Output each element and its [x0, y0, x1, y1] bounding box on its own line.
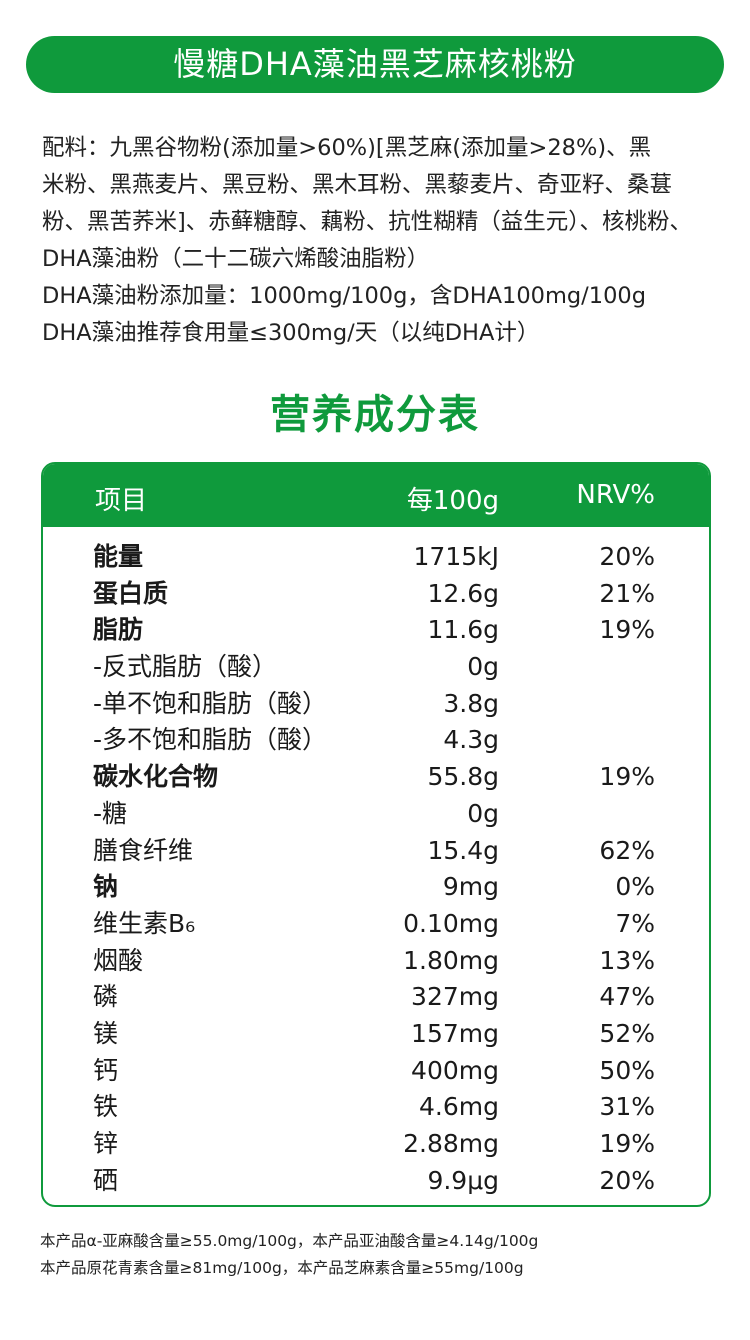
nutrient-nrv: 21%	[599, 578, 655, 608]
nutrient-value: 55.8g	[427, 762, 499, 792]
table-row: 镁 157mg 52%	[43, 1016, 709, 1053]
table-row: -反式脂肪（酸） 0g	[43, 649, 709, 686]
nutrition-table: 项目 每100g NRV% 能量 1715kJ 20% 蛋白质 12.6g 21% 脂肪 11…	[41, 462, 711, 1207]
table-row: 烟酸 1.80mg 13%	[43, 943, 709, 980]
footnote-line: 本产品α-亚麻酸含量≥55.0mg/100g，本产品亚油酸含量≥4.14g/10…	[40, 1232, 539, 1250]
nutrient-value: 11.6g	[427, 615, 499, 645]
nutrient-nrv: 20%	[599, 1165, 655, 1195]
nutrient-nrv: 7%	[615, 908, 655, 938]
table-header: 项目 每100g NRV%	[43, 464, 709, 527]
nutrient-value: 157mg	[411, 1018, 499, 1048]
table-row: 碳水化合物 55.8g 19%	[43, 759, 709, 796]
nutrient-value: 4.6mg	[419, 1092, 499, 1122]
header-item: 项目	[95, 486, 148, 516]
header-per-100g: 每100g	[406, 486, 499, 516]
nutrient-name: -糖	[93, 798, 128, 828]
nutrient-name: -单不饱和脂肪（酸）	[93, 688, 328, 718]
table-row: 能量 1715kJ 20%	[43, 539, 709, 576]
nutrient-name: -多不饱和脂肪（酸）	[93, 725, 328, 755]
nutrient-value: 9.9μg	[427, 1165, 499, 1195]
table-body: 能量 1715kJ 20% 蛋白质 12.6g 21% 脂肪 11.6g 19% -反式脂肪（酸）…	[43, 539, 709, 1199]
nutrient-nrv: 19%	[599, 1129, 655, 1158]
nutrient-name: 维生素B₆	[93, 908, 196, 938]
nutrient-value: 12.6g	[427, 578, 499, 608]
table-row: 膳食纤维 15.4g 62%	[43, 833, 709, 870]
nutrient-name: 钙	[93, 1055, 119, 1085]
nutrient-name: 膳食纤维	[93, 835, 194, 865]
nutrient-value: 0g	[467, 798, 499, 828]
nutrient-name: 能量	[93, 542, 144, 571]
nutrient-name: 烟酸	[93, 945, 144, 975]
table-row: 硒 9.9μg 20%	[43, 1163, 709, 1200]
nutrient-name: 磷	[93, 982, 119, 1012]
nutrient-value: 400mg	[411, 1055, 499, 1085]
table-row: 钠 9mg 0%	[43, 869, 709, 906]
nutrient-name: 蛋白质	[93, 578, 169, 608]
table-row: 脂肪 11.6g 19%	[43, 612, 709, 649]
table-row: 维生素B₆ 0.10mg 7%	[43, 906, 709, 943]
table-row: 钙 400mg 50%	[43, 1053, 709, 1090]
nutrient-name: 钠	[93, 872, 119, 902]
nutrient-value: 1.80mg	[403, 945, 499, 975]
nutrient-nrv: 19%	[599, 615, 655, 645]
table-row: 磷 327mg 47%	[43, 979, 709, 1016]
nutrient-nrv: 50%	[599, 1055, 655, 1085]
table-row: 铁 4.6mg 31%	[43, 1089, 709, 1126]
footnote-line: 本产品原花青素含量≥81mg/100g，本产品芝麻素含量≥55mg/100g	[40, 1259, 524, 1277]
ingredient-line: 米粉、黑燕麦片、黑豆粉、黑木耳粉、黑藜麦片、奇亚籽、桑葚	[42, 172, 673, 198]
nutrient-nrv: 47%	[599, 982, 655, 1012]
nutrient-value: 0.10mg	[403, 908, 499, 938]
nutrient-value: 15.4g	[427, 835, 499, 865]
table-row: 锌 2.88mg 19%	[43, 1126, 709, 1163]
nutrient-nrv: 20%	[599, 542, 655, 571]
product-title: 慢糖DHA藻油黑芝麻核桃粉	[26, 36, 724, 93]
footnotes: 本产品α-亚麻酸含量≥55.0mg/100g，本产品亚油酸含量≥4.14g/10…	[40, 1228, 720, 1282]
nutrient-value: 4.3g	[443, 725, 499, 755]
nutrient-name: 硒	[93, 1165, 119, 1195]
nutrient-nrv: 62%	[599, 835, 655, 865]
nutrient-name: -反式脂肪（酸）	[93, 652, 278, 682]
nutrition-table-title: 营养成分表	[270, 392, 480, 438]
nutrient-value: 9mg	[442, 872, 499, 902]
nutrient-value: 0g	[467, 652, 499, 682]
nutrient-value: 327mg	[411, 982, 499, 1012]
nutrient-name: 碳水化合物	[93, 762, 219, 792]
nutrient-nrv: 19%	[599, 762, 655, 792]
nutrient-name: 锌	[93, 1129, 119, 1158]
nutrient-name: 镁	[93, 1018, 119, 1048]
ingredient-line: 粉、黑苦荞米]、赤藓糖醇、藕粉、抗性糊精（益生元）、核桃粉、	[42, 209, 693, 235]
nutrient-name: 铁	[93, 1092, 119, 1122]
nutrient-value: 3.8g	[443, 688, 499, 718]
nutrient-nrv: 0%	[615, 872, 655, 902]
table-row: -多不饱和脂肪（酸） 4.3g	[43, 722, 709, 759]
nutrient-nrv: 52%	[599, 1018, 655, 1048]
nutrient-name: 脂肪	[93, 615, 144, 645]
dha-recommendation-line: DHA藻油推荐食用量≤300mg/天（以纯DHA计）	[42, 320, 540, 346]
ingredient-line: 配料：九黑谷物粉(添加量>60%)[黑芝麻(添加量>28%)、黑	[42, 135, 652, 161]
nutrient-value: 1715kJ	[413, 542, 499, 571]
nutrient-nrv: 13%	[599, 945, 655, 975]
dha-amount-line: DHA藻油粉添加量：1000mg/100g，含DHA100mg/100g	[42, 283, 646, 309]
ingredients-block: 配料：九黑谷物粉(添加量>60%)[黑芝麻(添加量>28%)、黑 米粉、黑燕麦片…	[42, 130, 714, 352]
table-row: 蛋白质 12.6g 21%	[43, 576, 709, 613]
nutrient-nrv: 31%	[599, 1092, 655, 1122]
table-row: -糖 0g	[43, 796, 709, 833]
ingredient-line: DHA藻油粉（二十二碳六烯酸油脂粉）	[42, 246, 430, 272]
nutrient-value: 2.88mg	[403, 1129, 499, 1158]
header-nrv: NRV%	[576, 480, 655, 510]
table-row: -单不饱和脂肪（酸） 3.8g	[43, 686, 709, 723]
